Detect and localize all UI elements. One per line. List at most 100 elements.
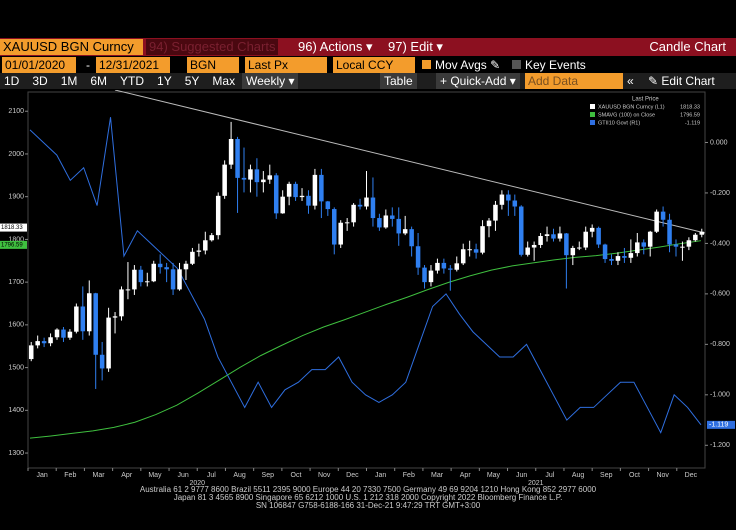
x-tick-label: Jun bbox=[177, 472, 188, 479]
candle-body bbox=[402, 229, 408, 234]
period-button[interactable]: 6M bbox=[90, 74, 108, 88]
year-label: 2020 bbox=[189, 480, 205, 487]
candle-body bbox=[390, 215, 395, 219]
x-tick-label: Apr bbox=[121, 472, 133, 479]
x-tick-label: Jun bbox=[516, 472, 527, 479]
candle-body bbox=[164, 267, 169, 270]
quick-add[interactable]: + Quick-Add ▾ bbox=[436, 73, 520, 89]
y-tick-label: 1900 bbox=[8, 194, 24, 201]
period-button[interactable]: 1D bbox=[4, 74, 20, 88]
candle-body bbox=[544, 234, 550, 236]
x-tick-label: May bbox=[148, 472, 162, 479]
candle-body bbox=[235, 139, 240, 178]
edit[interactable]: 97) Edit ▾ bbox=[388, 39, 443, 54]
add-data[interactable]: Add Data bbox=[525, 73, 623, 89]
candle-body bbox=[480, 226, 485, 253]
date-sep: - bbox=[86, 58, 90, 72]
candle-body bbox=[325, 201, 331, 210]
candle-body bbox=[344, 222, 350, 224]
table[interactable]: Table bbox=[380, 73, 417, 89]
source[interactable]: BGN bbox=[187, 57, 239, 73]
candle-body bbox=[409, 229, 414, 247]
period-button[interactable]: 1M bbox=[60, 74, 78, 88]
field[interactable]: Last Px bbox=[245, 57, 327, 73]
y2-tick-label: -0.200 bbox=[710, 190, 730, 197]
legend-value: 1818.33 bbox=[680, 104, 700, 110]
y-tick-label: 1600 bbox=[8, 322, 24, 329]
y-tick-label: 1800 bbox=[8, 236, 24, 243]
last-tag-label: 1796.59 bbox=[1, 242, 23, 248]
x-tick-label: Feb bbox=[403, 472, 415, 479]
candle-body bbox=[577, 247, 582, 249]
suggested[interactable]: 94) Suggested Charts bbox=[146, 39, 279, 55]
candle-body bbox=[80, 306, 86, 332]
candle-body bbox=[151, 263, 156, 282]
end-date[interactable]: 12/31/2021 bbox=[96, 57, 170, 73]
candle-body bbox=[67, 331, 73, 338]
candle-body bbox=[145, 281, 150, 283]
currency[interactable]: Local CCY bbox=[333, 57, 415, 73]
candle-body bbox=[396, 218, 401, 234]
candle-body bbox=[364, 197, 369, 207]
candle-body bbox=[177, 269, 182, 290]
mov-avgs-label: Mov Avgs bbox=[435, 58, 487, 72]
mov-avgs[interactable]: Mov Avgs ✎ bbox=[422, 57, 500, 73]
candle-body bbox=[415, 246, 421, 268]
candle-body bbox=[551, 234, 556, 239]
candle-body bbox=[699, 231, 705, 235]
frequency[interactable]: Weekly ▾ bbox=[242, 73, 299, 89]
period-button[interactable]: YTD bbox=[120, 74, 145, 88]
y2-tick-label: -0.400 bbox=[710, 240, 730, 247]
candle-body bbox=[499, 194, 505, 205]
period-button[interactable]: 1Y bbox=[157, 74, 172, 88]
x-tick-label: Sep bbox=[262, 472, 275, 479]
footer-line: Australia 61 2 9777 8600 Brazil 5511 239… bbox=[139, 485, 597, 494]
period-button[interactable]: Max bbox=[212, 74, 236, 88]
candle-body bbox=[48, 337, 53, 344]
period-button[interactable]: 3D bbox=[32, 74, 48, 88]
candle-body bbox=[190, 251, 195, 264]
candle-body bbox=[454, 263, 460, 270]
candle-body bbox=[54, 329, 60, 338]
candle-body bbox=[647, 231, 653, 247]
candle-body bbox=[557, 233, 563, 239]
start-date[interactable]: 01/01/2020 bbox=[2, 57, 76, 73]
candle-body bbox=[312, 174, 318, 206]
candle-body bbox=[441, 262, 447, 269]
key-events[interactable]: Key Events bbox=[512, 57, 586, 73]
candle-body bbox=[183, 263, 189, 270]
security[interactable]: XAUUSD BGN Curncy bbox=[0, 39, 143, 55]
candle-body bbox=[512, 200, 518, 207]
candle-body bbox=[622, 256, 627, 258]
period-button[interactable]: 5Y bbox=[184, 74, 200, 88]
candle-body bbox=[570, 247, 576, 256]
candle-body bbox=[280, 196, 285, 214]
candle-body bbox=[518, 206, 524, 255]
candle-body bbox=[422, 267, 427, 283]
candle-body bbox=[319, 174, 324, 202]
candle-body bbox=[602, 244, 608, 260]
legend-name: SMAVG (100) on Close bbox=[598, 112, 655, 118]
candle-body bbox=[673, 244, 679, 247]
candle-body bbox=[654, 211, 659, 232]
legend-swatch bbox=[590, 120, 595, 125]
x-tick-label: Nov bbox=[318, 472, 331, 479]
candle-body bbox=[596, 227, 601, 245]
collapse[interactable]: « bbox=[627, 74, 634, 88]
quick-add-label: + Quick-Add bbox=[440, 74, 507, 88]
candle-body bbox=[74, 306, 79, 332]
x-tick-label: Oct bbox=[629, 472, 640, 479]
y-tick-label: 2100 bbox=[8, 108, 24, 115]
x-tick-label: Dec bbox=[346, 472, 359, 479]
candle-body bbox=[583, 231, 588, 248]
candle-body bbox=[241, 177, 247, 180]
last-tag bbox=[707, 420, 735, 429]
actions[interactable]: 96) Actions ▾ bbox=[298, 39, 373, 54]
y2-tick-label: -0.800 bbox=[710, 341, 730, 348]
candle-body bbox=[660, 211, 666, 220]
edit-chart[interactable]: ✎ Edit Chart bbox=[648, 74, 715, 88]
last-tag-label: 1818.33 bbox=[1, 225, 23, 231]
candle-body bbox=[86, 293, 92, 332]
candle-body bbox=[628, 253, 634, 258]
y2-tick-label: -0.600 bbox=[710, 291, 730, 298]
